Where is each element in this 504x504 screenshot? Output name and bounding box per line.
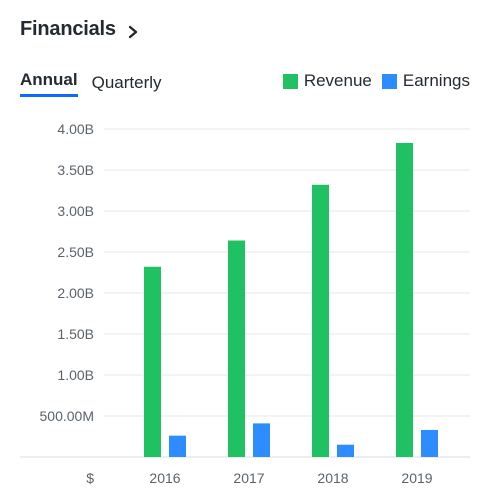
legend-item-earnings[interactable]: Earnings <box>381 71 470 91</box>
y-tick-label: 3.50B <box>57 162 94 178</box>
y-tick-label: 3.00B <box>57 203 94 219</box>
x-tick-label: 2016 <box>149 470 180 486</box>
y-tick-label: 2.00B <box>57 285 94 301</box>
bar-earnings-2017 <box>253 423 270 457</box>
currency-label: $ <box>86 470 94 486</box>
bar-revenue-2018 <box>312 184 329 457</box>
bar-revenue-2016 <box>144 266 161 457</box>
section-title: Financials <box>20 18 116 40</box>
y-tick-label: 2.50B <box>57 244 94 260</box>
bar-earnings-2019 <box>421 429 438 457</box>
bar-revenue-2017 <box>228 240 245 457</box>
revenue-swatch <box>282 73 298 89</box>
x-tick-label: 2019 <box>401 470 432 486</box>
bar-earnings-2018 <box>337 444 354 457</box>
earnings-swatch <box>381 73 397 89</box>
x-tick-label: 2017 <box>233 470 264 486</box>
period-tabs: Annual Quarterly <box>20 70 176 97</box>
legend-item-revenue[interactable]: Revenue <box>282 71 372 91</box>
y-tick-label: 1.50B <box>57 326 94 342</box>
financials-header-link[interactable]: Financials <box>20 18 140 41</box>
chart-legend: Revenue Earnings <box>273 71 470 91</box>
legend-label-earnings: Earnings <box>402 71 470 90</box>
y-tick-label: 1.00B <box>57 367 94 383</box>
tab-quarterly[interactable]: Quarterly <box>91 73 162 92</box>
legend-label-revenue: Revenue <box>303 71 372 90</box>
chevron-right-icon <box>128 25 138 38</box>
bar-revenue-2019 <box>396 142 413 457</box>
tab-annual[interactable]: Annual <box>20 70 78 97</box>
bar-earnings-2016 <box>169 435 186 457</box>
y-tick-label: 500.00M <box>40 408 94 424</box>
y-tick-label: 4.00B <box>57 121 94 137</box>
x-tick-label: 2018 <box>317 470 348 486</box>
